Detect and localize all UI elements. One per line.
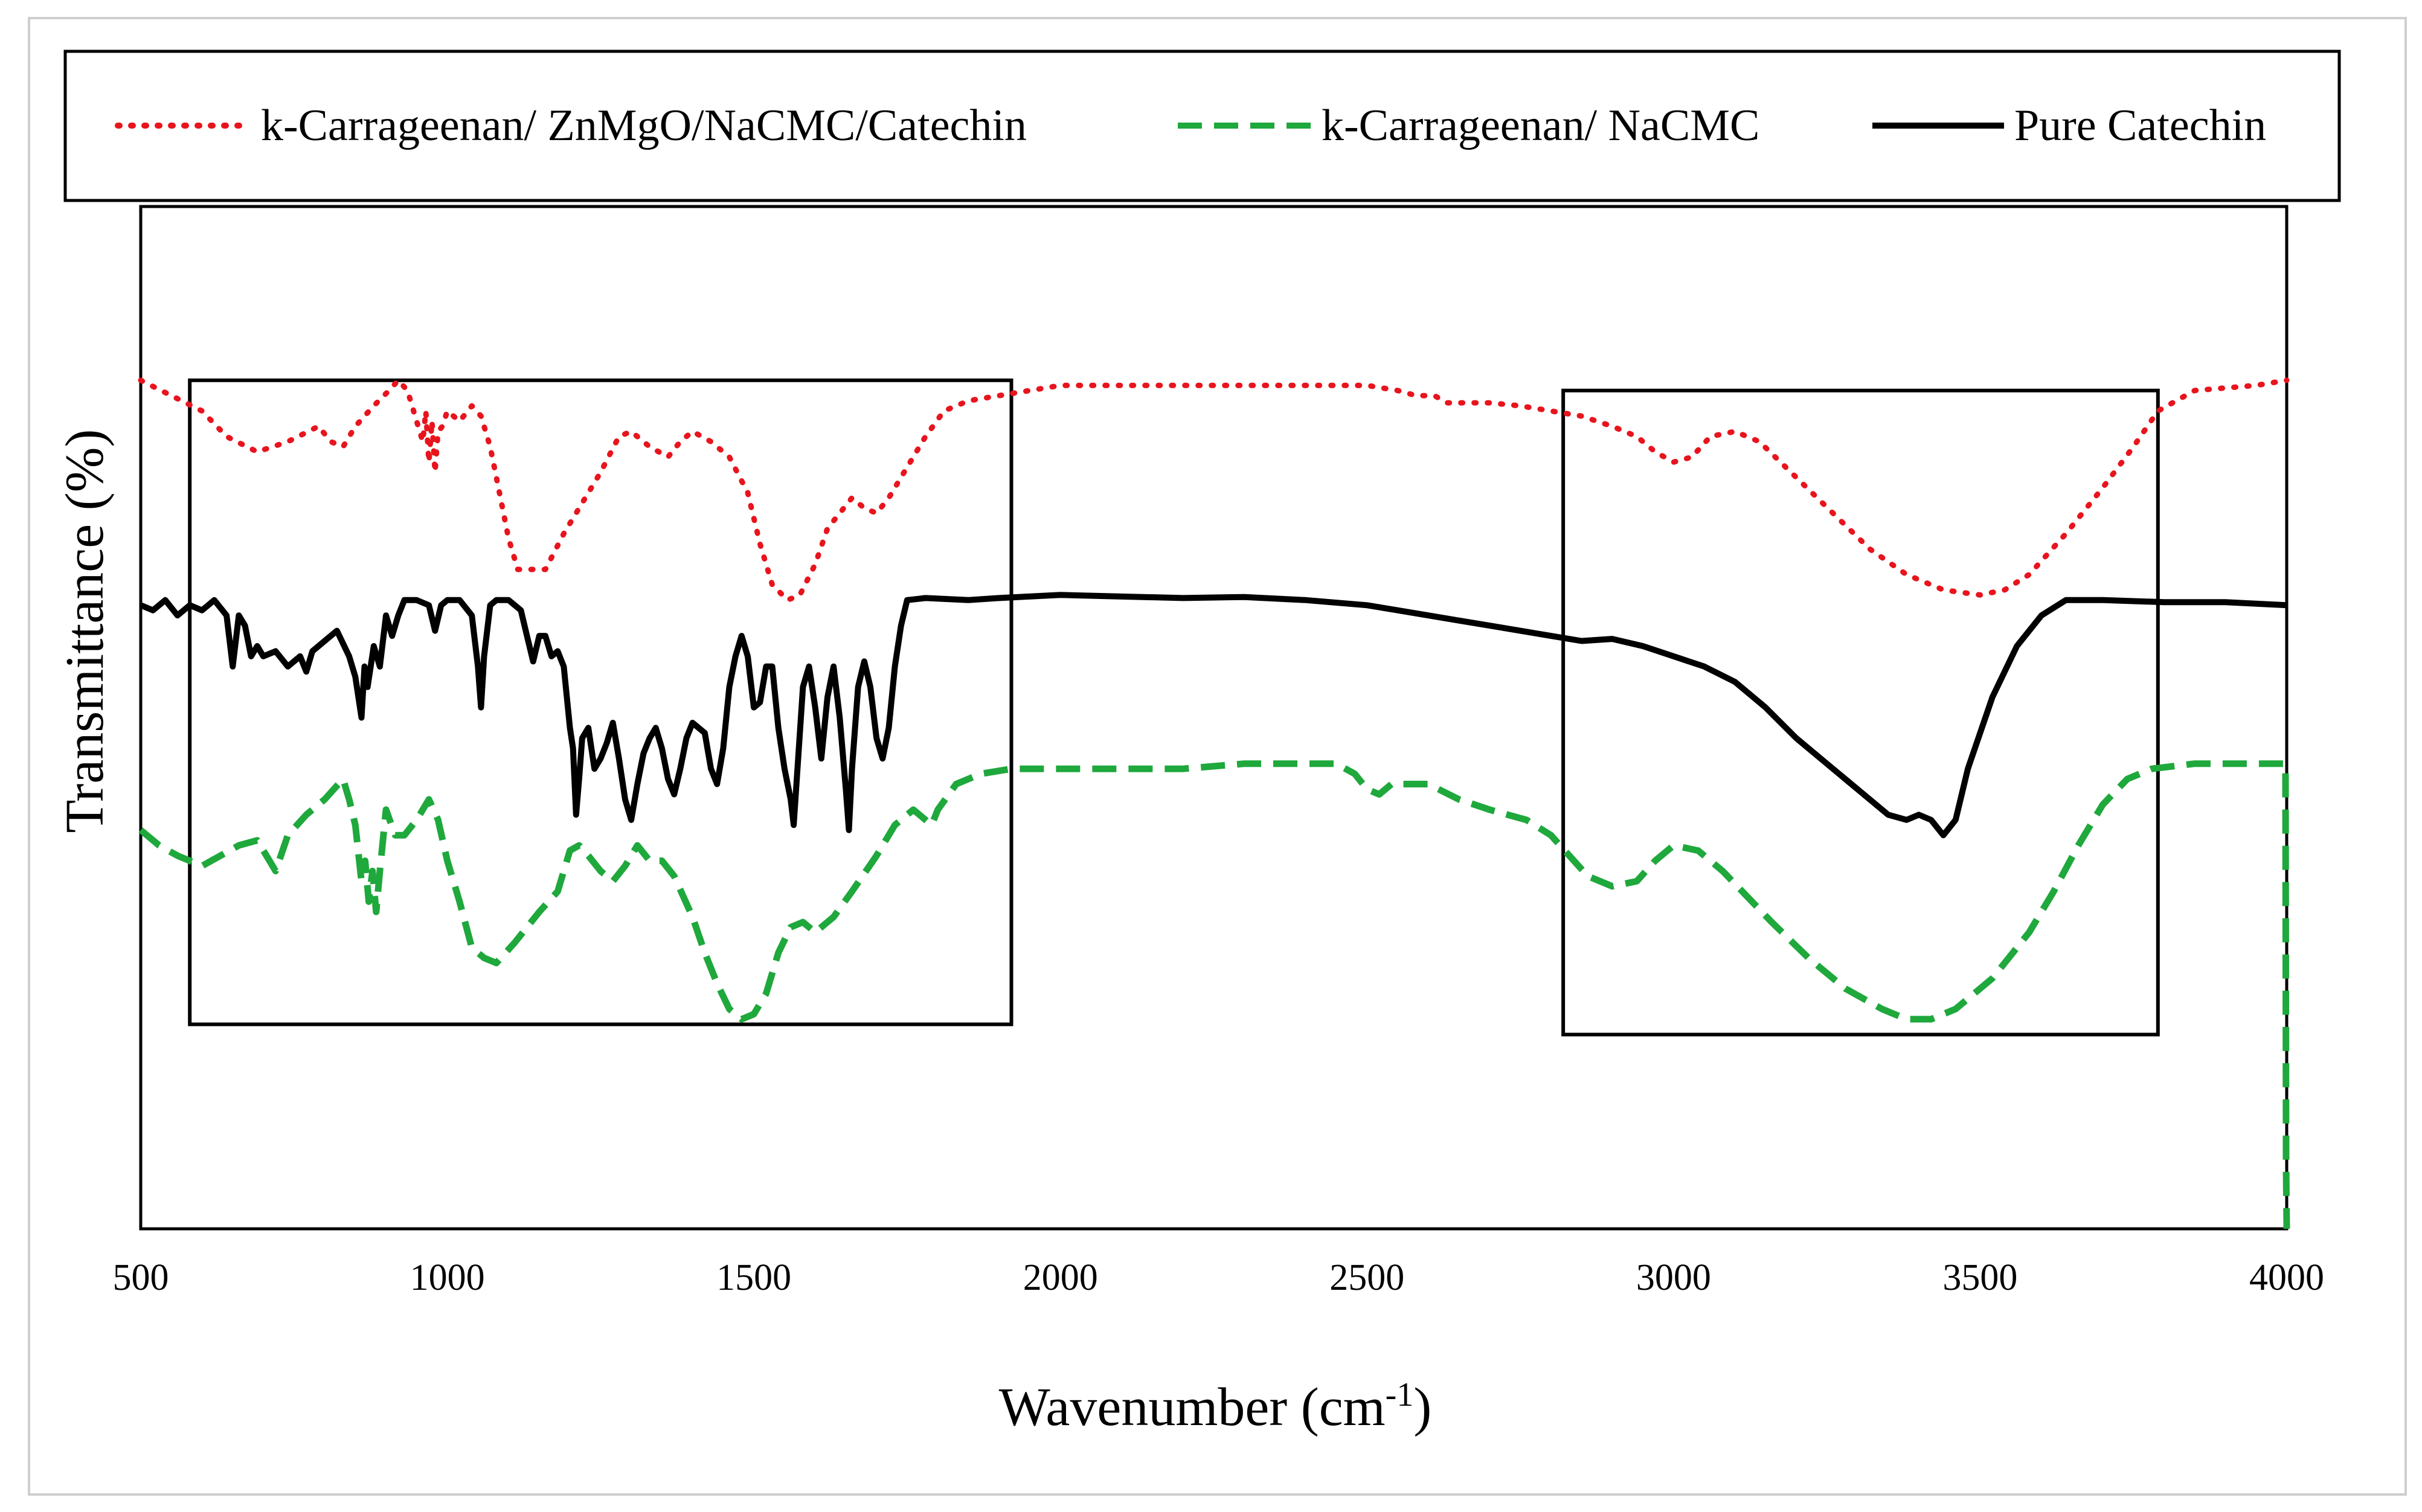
x-tick-label: 3000	[1636, 1257, 1711, 1298]
legend-label-carrageenan-nacmc: k-Carrageenan/ NaCMC	[1322, 101, 1759, 150]
x-tick-label: 2000	[1023, 1257, 1098, 1298]
x-tick-label: 1500	[716, 1257, 791, 1298]
x-axis-title: Wavenumber (cm-1)	[999, 1376, 1432, 1437]
x-tick-label: 1000	[410, 1257, 485, 1298]
x-tick-label: 2500	[1329, 1257, 1404, 1298]
y-axis-title: Transmittance (%)	[55, 429, 115, 833]
figure-border	[28, 17, 2407, 1496]
x-tick-label: 500	[113, 1257, 169, 1298]
series-line-pure-catechin	[140, 592, 2287, 839]
x-axis-ticks: 500 1000 1500 2000 2500 3000 3500 4000	[113, 1257, 2325, 1298]
x-tick-label: 4000	[2249, 1257, 2324, 1298]
x-axis-title-main: Wavenumber (cm	[999, 1377, 1386, 1437]
series-line-zinc-composite	[138, 377, 2290, 603]
x-tick-label: 3500	[1942, 1257, 2017, 1298]
legend-label-zinc-composite: k-Carrageenan/ ZnMgO/NaCMC/Catechin	[261, 101, 1027, 150]
x-axis-title-superscript: -1	[1386, 1376, 1414, 1414]
plot-area	[139, 205, 2289, 1231]
x-axis-title-end: )	[1413, 1377, 1431, 1437]
highlight-box-oh-stretch	[1561, 388, 2160, 1037]
highlight-box-fingerprint	[188, 378, 1013, 1027]
series-line-carrageenan-nacmc	[138, 760, 2290, 1229]
legend-label-pure-catechin: Pure Catechin	[2014, 101, 2266, 150]
legend: k-Carrageenan/ ZnMgO/NaCMC/Catechin k-Ca…	[115, 101, 2266, 150]
